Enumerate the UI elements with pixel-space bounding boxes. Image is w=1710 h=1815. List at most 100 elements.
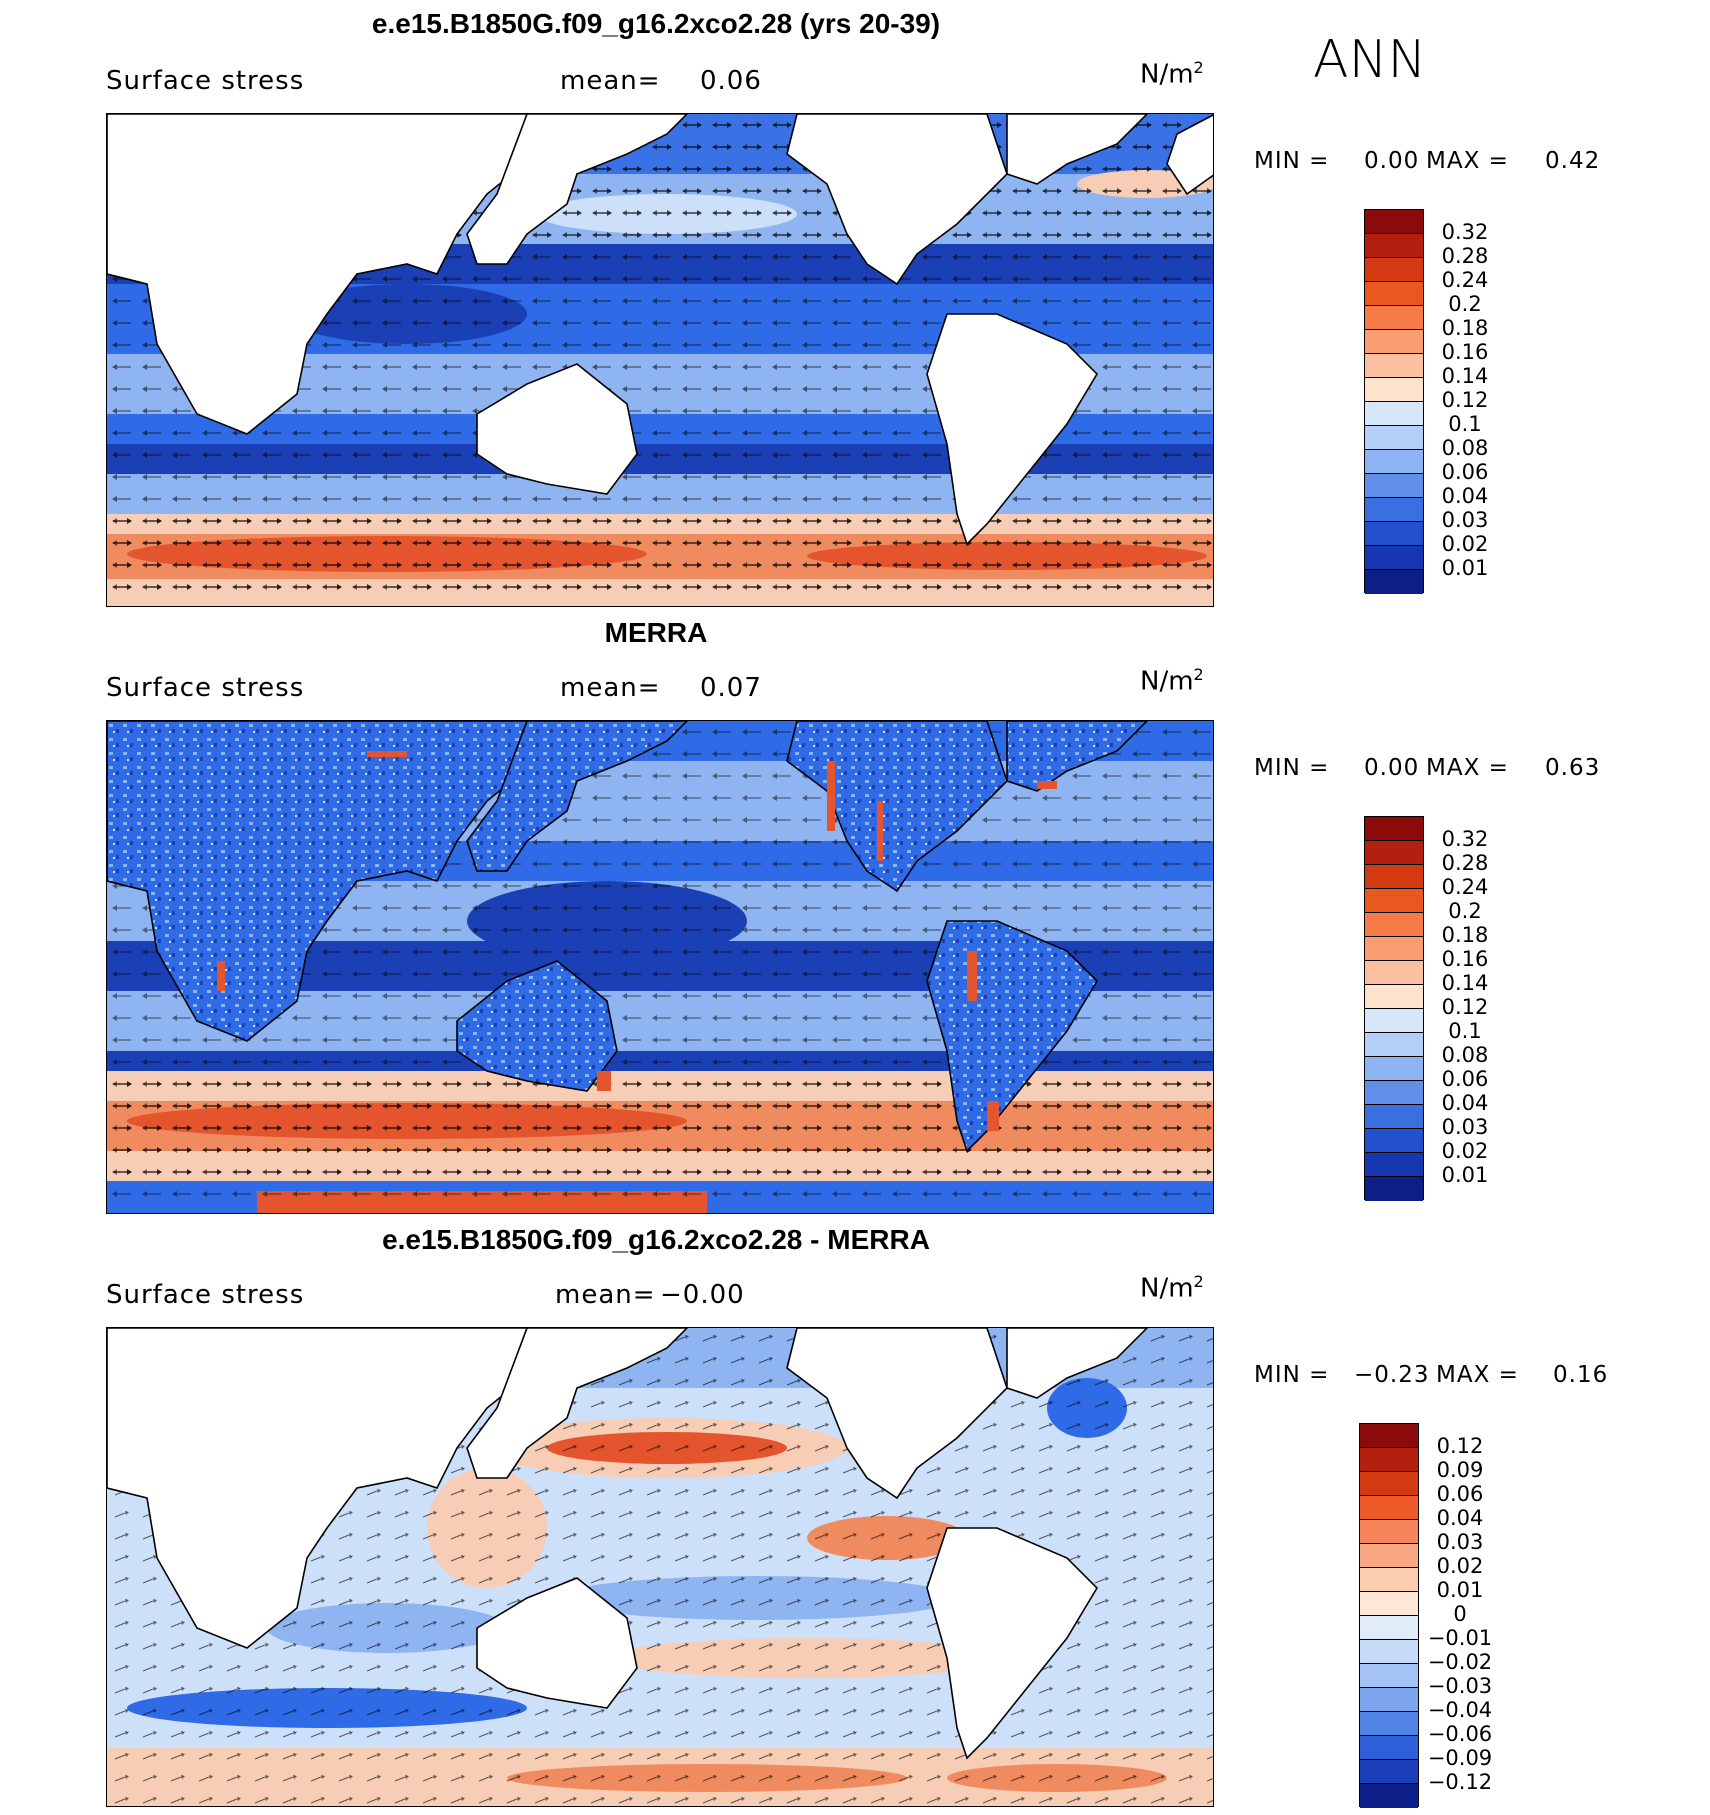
colorbar-tick-label: 0.03 (1441, 1115, 1489, 1139)
colorbar-tick-label: 0.18 (1441, 923, 1489, 947)
colorbar-swatch (1365, 1057, 1423, 1081)
colorbar-swatch (1365, 234, 1423, 258)
colorbar-tick-label: 0.04 (1436, 1506, 1484, 1530)
colorbar-swatch (1365, 306, 1423, 330)
colorbar-swatch (1360, 1736, 1418, 1760)
colorbar-swatch (1365, 1129, 1423, 1153)
colorbar-tick-label: −0.02 (1427, 1650, 1493, 1674)
colorbar-swatch (1360, 1424, 1418, 1448)
panel-3-min-value: −0.23 (1354, 1362, 1430, 1388)
panel-2-variable-label: Surface stress (106, 673, 305, 703)
colorbar-tick-label: −0.01 (1427, 1626, 1493, 1650)
panel-1-map-svg (107, 114, 1213, 606)
colorbar-tick-label: 0.16 (1441, 340, 1489, 364)
colorbar-tick-label: 0.12 (1436, 1434, 1484, 1458)
panel-1-max-label: MAX = (1426, 148, 1509, 174)
panel-3-max-label: MAX = (1436, 1362, 1519, 1388)
panel-3-title: e.e15.B1850G.f09_g16.2xco2.28 - MERRA (382, 1224, 930, 1255)
colorbar-swatch (1365, 498, 1423, 522)
panel-1-max-value: 0.42 (1545, 148, 1601, 174)
colorbar-swatch (1365, 546, 1423, 570)
colorbar-swatch (1365, 937, 1423, 961)
colorbar-tick-label: 0.32 (1441, 827, 1489, 851)
colorbar-swatch (1365, 450, 1423, 474)
colorbar-swatch (1360, 1784, 1418, 1808)
colorbar-tick-label: 0.01 (1436, 1578, 1484, 1602)
colorbar-swatch (1365, 1009, 1423, 1033)
colorbar-tick-label: −0.04 (1427, 1698, 1493, 1722)
colorbar-swatch (1365, 354, 1423, 378)
colorbar-tick-label: 0.16 (1441, 947, 1489, 971)
colorbar-swatch (1365, 426, 1423, 450)
colorbar-swatch (1365, 1033, 1423, 1057)
panel-3-mean-value: −0.00 (660, 1280, 745, 1310)
panel-1-min-label: MIN = (1254, 148, 1330, 174)
colorbar-tick-label: 0.09 (1436, 1458, 1484, 1482)
panel-2-title: MERRA (604, 617, 708, 648)
colorbar-tick-label: 0.12 (1441, 995, 1489, 1019)
colorbar-tick-label: 0 (1453, 1602, 1467, 1626)
colorbar-swatch (1365, 865, 1423, 889)
colorbar-swatch (1365, 330, 1423, 354)
panel-2-max-value: 0.63 (1545, 755, 1601, 781)
colorbar-tick-label: 0.02 (1441, 532, 1489, 556)
colorbar-swatch (1365, 1081, 1423, 1105)
colorbar-swatch (1360, 1496, 1418, 1520)
panel-1-mean-label: mean= (560, 66, 661, 96)
colorbar-tick-label: 0.06 (1441, 1067, 1489, 1091)
colorbar-tick-label: 0.24 (1441, 268, 1489, 292)
colorbar-swatch (1365, 817, 1423, 841)
panel-1-title: e.e15.B1850G.f09_g16.2xco2.28 (yrs 20-39… (371, 8, 941, 39)
panel-3-variable-label: Surface stress (106, 1280, 305, 1310)
colorbar-tick-label: 0.2 (1448, 292, 1482, 316)
colorbar-tick-label: 0.08 (1441, 1043, 1489, 1067)
panel-3-map (106, 1327, 1214, 1807)
colorbar-swatch (1360, 1688, 1418, 1712)
colorbar-tick-label: 0.28 (1441, 851, 1489, 875)
colorbar-swatch (1365, 402, 1423, 426)
colorbar-tick-label: 0.1 (1448, 412, 1482, 436)
colorbar-swatch (1365, 282, 1423, 306)
colorbar-tick-label: 0.03 (1441, 508, 1489, 532)
panel-2-colorbar (1364, 816, 1424, 1201)
panel-1-min-value: 0.00 (1364, 148, 1420, 174)
panel-2-mean-label: mean= (560, 673, 661, 703)
colorbar-tick-label: 0.02 (1436, 1554, 1484, 1578)
colorbar-tick-label: −0.12 (1427, 1770, 1493, 1794)
panel-3-mean-label: mean= (555, 1280, 656, 1310)
colorbar-swatch (1360, 1592, 1418, 1616)
colorbar-tick-label: 0.1 (1448, 1019, 1482, 1043)
colorbar-swatch (1365, 913, 1423, 937)
colorbar-swatch (1360, 1640, 1418, 1664)
panel-3-min-label: MIN = (1254, 1362, 1330, 1388)
colorbar-tick-label: 0.32 (1441, 220, 1489, 244)
colorbar-swatch (1360, 1544, 1418, 1568)
colorbar-swatch (1365, 522, 1423, 546)
colorbar-swatch (1360, 1712, 1418, 1736)
colorbar-tick-label: 0.01 (1441, 556, 1489, 580)
colorbar-swatch (1365, 570, 1423, 594)
colorbar-tick-label: 0.28 (1441, 244, 1489, 268)
panel-3-colorbar (1359, 1423, 1419, 1808)
colorbar-swatch (1365, 1153, 1423, 1177)
panel-2-max-label: MAX = (1426, 755, 1509, 781)
colorbar-tick-label: 0.06 (1436, 1482, 1484, 1506)
panel-3-max-value: 0.16 (1553, 1362, 1609, 1388)
panel-1-mean-value: 0.06 (700, 66, 762, 96)
colorbar-tick-label: 0.2 (1448, 899, 1482, 923)
panel-2-min-value: 0.00 (1364, 755, 1420, 781)
panel-1-unit: N/m2 (1140, 58, 1204, 90)
colorbar-swatch (1365, 889, 1423, 913)
colorbar-swatch (1360, 1616, 1418, 1640)
colorbar-swatch (1360, 1472, 1418, 1496)
colorbar-swatch (1365, 258, 1423, 282)
colorbar-tick-label: 0.01 (1441, 1163, 1489, 1187)
colorbar-swatch (1365, 378, 1423, 402)
colorbar-tick-label: 0.02 (1441, 1139, 1489, 1163)
colorbar-swatch (1365, 474, 1423, 498)
colorbar-tick-label: 0.06 (1441, 460, 1489, 484)
colorbar-tick-label: 0.14 (1441, 971, 1489, 995)
panel-2-unit: N/m2 (1140, 665, 1204, 697)
panel-3-map-svg (107, 1328, 1213, 1806)
colorbar-swatch (1365, 1177, 1423, 1201)
